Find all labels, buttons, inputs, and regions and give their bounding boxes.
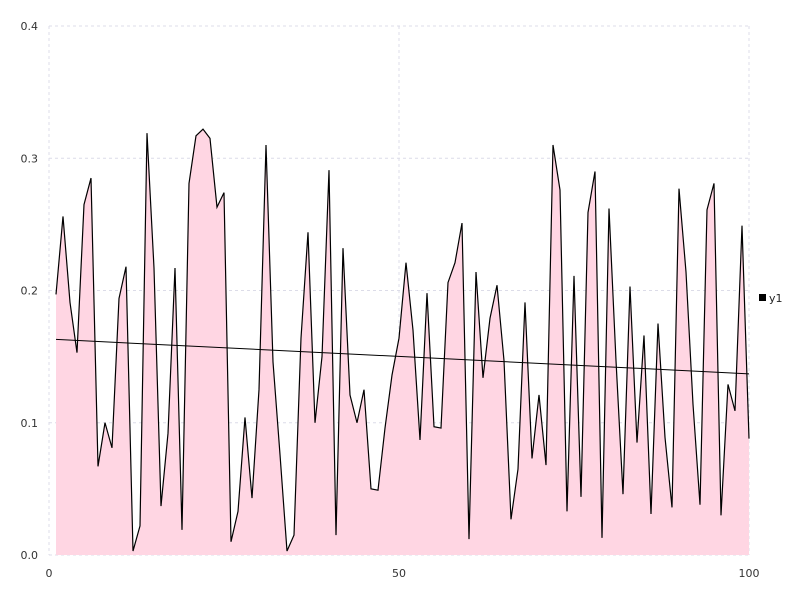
legend-swatch-y1 xyxy=(759,294,766,301)
y-tick-label: 0.2 xyxy=(21,285,39,298)
area-fill xyxy=(56,129,749,555)
y-tick-label: 0.3 xyxy=(21,152,39,165)
y-tick-label: 0.4 xyxy=(21,20,39,33)
x-tick-label: 0 xyxy=(46,567,53,580)
axes: 0.0 0.1 0.2 0.3 0.4 0 50 100 xyxy=(21,20,760,580)
legend-label-y1: y1 xyxy=(769,292,783,305)
x-tick-label: 100 xyxy=(739,567,760,580)
legend: y1 xyxy=(759,292,783,305)
x-tick-label: 50 xyxy=(392,567,406,580)
series-area xyxy=(55,128,750,555)
y-tick-label: 0.1 xyxy=(21,417,39,430)
y-tick-label: 0.0 xyxy=(21,549,39,562)
series-line-y1 xyxy=(55,128,750,552)
